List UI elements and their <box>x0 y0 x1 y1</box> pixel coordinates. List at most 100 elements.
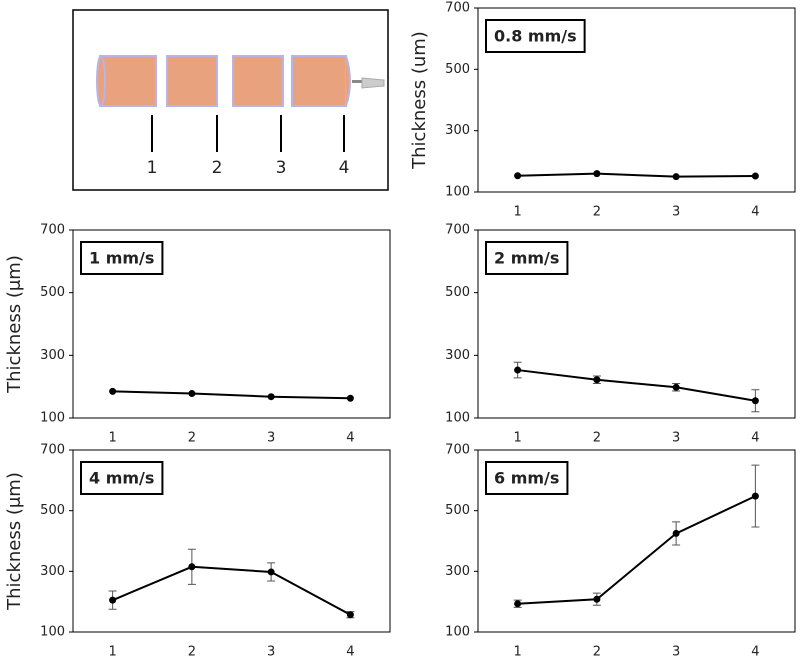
x-tick-label: 3 <box>672 205 680 220</box>
point <box>267 568 275 576</box>
panel-title: 1 mm/s <box>89 249 154 268</box>
plot-frame <box>477 449 796 633</box>
x-tick-label: 1 <box>513 205 521 220</box>
diagram-label: 3 <box>276 158 287 178</box>
cylinders <box>96 55 351 107</box>
point <box>593 376 601 384</box>
line <box>517 495 756 605</box>
point <box>346 611 354 619</box>
diagram-label: 2 <box>212 158 223 178</box>
panel-title: 6 mm/s <box>494 469 559 488</box>
point <box>514 366 522 374</box>
point <box>672 529 680 537</box>
point <box>346 394 354 402</box>
y-tick-label: 300 <box>40 348 65 363</box>
cylinder <box>291 55 347 107</box>
y-tick-label: 100 <box>445 185 470 200</box>
y-tick-label: 700 <box>40 223 65 238</box>
x-tick-label: 1 <box>513 431 521 446</box>
x-tick-label: 1 <box>513 645 521 658</box>
y-tick-label: 500 <box>40 285 65 300</box>
y-tick-label: 300 <box>40 564 65 579</box>
panel-title-box <box>485 461 569 495</box>
panel-title-box <box>485 241 569 275</box>
y-tick-label: 100 <box>445 625 470 640</box>
chart-panel: 100 300 500 700 1 2 3 4 Thickness (μm) 4 mm/s <box>4 443 391 658</box>
y-tick-label: 100 <box>40 411 65 426</box>
x-tick-label: 2 <box>188 431 196 446</box>
needle <box>352 80 362 83</box>
point <box>188 390 196 398</box>
x-tick-label: 3 <box>267 431 275 446</box>
point <box>593 170 601 178</box>
plot-frame <box>477 229 796 419</box>
diagram: 1 2 3 4 <box>72 9 389 191</box>
plot-frame <box>72 449 391 633</box>
markers <box>151 115 345 152</box>
point <box>751 172 759 180</box>
y-tick-label: 500 <box>445 285 470 300</box>
x-tick-label: 4 <box>751 645 759 658</box>
panel-title: 2 mm/s <box>494 249 559 268</box>
cylinder-end <box>96 55 106 107</box>
y-tick-label: 300 <box>445 564 470 579</box>
chart-panel: 100 300 500 700 1 2 3 4 Thickness (um) 0.8 mm/s <box>409 1 796 220</box>
x-tick-label: 4 <box>346 645 354 658</box>
line <box>517 369 756 402</box>
line <box>112 565 351 616</box>
point <box>188 563 196 571</box>
x-tick-label: 4 <box>346 431 354 446</box>
panel-title: 4 mm/s <box>89 469 154 488</box>
point <box>672 173 680 181</box>
y-tick-label: 700 <box>445 443 470 458</box>
line <box>517 172 756 178</box>
x-tick-label: 2 <box>188 645 196 658</box>
y-tick-label: 300 <box>445 123 470 138</box>
y-tick-label: 100 <box>445 411 470 426</box>
x-tick-label: 3 <box>672 645 680 658</box>
point <box>751 492 759 500</box>
point <box>109 387 117 395</box>
point <box>514 172 522 180</box>
x-tick-label: 2 <box>593 645 601 658</box>
x-tick-label: 3 <box>267 645 275 658</box>
point <box>751 397 759 405</box>
y-tick-label: 500 <box>445 503 470 518</box>
point <box>267 393 275 401</box>
y-axis-label: Thickness (μm) <box>4 255 25 394</box>
panel-title-box <box>80 241 164 275</box>
cylinder-end <box>345 55 351 107</box>
x-tick-label: 1 <box>108 645 116 658</box>
needle-hub <box>361 77 385 89</box>
x-tick-label: 3 <box>672 431 680 446</box>
panel-title: 0.8 mm/s <box>494 27 577 46</box>
y-tick-label: 700 <box>40 443 65 458</box>
chart-panel: 100 300 500 700 1 2 3 4 Thickness (μm) 1 mm/s <box>4 223 391 446</box>
plot-frame <box>72 229 391 419</box>
x-tick-label: 1 <box>108 431 116 446</box>
y-tick-label: 500 <box>445 62 470 77</box>
diagram-label: 4 <box>339 158 350 178</box>
point <box>109 596 117 604</box>
y-tick-label: 700 <box>445 1 470 16</box>
line <box>112 390 351 400</box>
cylinder <box>232 55 284 107</box>
point <box>514 600 522 608</box>
y-tick-label: 300 <box>445 348 470 363</box>
cylinder <box>166 55 218 107</box>
x-tick-label: 4 <box>751 205 759 220</box>
diagram-label: 1 <box>147 158 158 178</box>
chart-panel: 100 300 500 700 1 2 3 4 2 mm/s <box>445 223 796 446</box>
y-tick-label: 700 <box>445 223 470 238</box>
y-tick-label: 100 <box>40 625 65 640</box>
x-tick-label: 2 <box>593 431 601 446</box>
y-axis-label: Thickness (um) <box>409 31 430 170</box>
panel-title-box <box>485 19 586 53</box>
point <box>593 595 601 603</box>
x-tick-label: 2 <box>593 205 601 220</box>
y-tick-label: 500 <box>40 503 65 518</box>
chart-panel: 100 300 500 700 1 2 3 4 6 mm/s <box>445 443 796 658</box>
x-tick-label: 4 <box>751 431 759 446</box>
plot-frame <box>477 7 796 193</box>
